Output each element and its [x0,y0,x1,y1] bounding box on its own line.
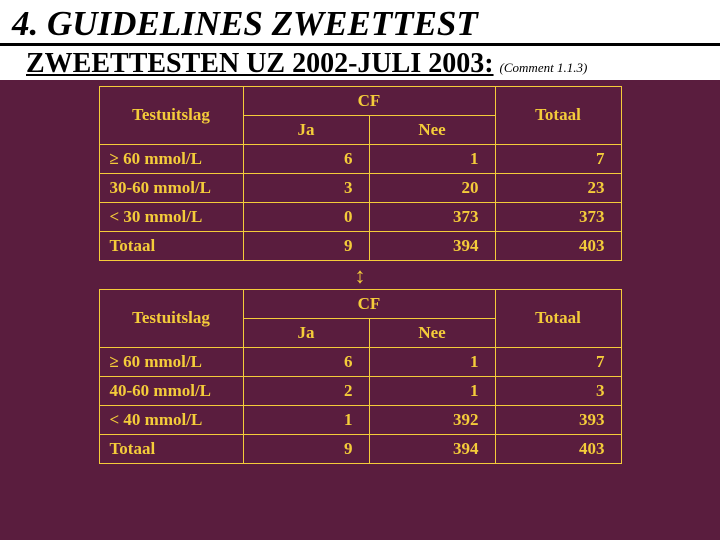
t2-r0-ja: 6 [243,347,369,376]
t2-r1-tot: 3 [495,376,621,405]
t2-h-left: Testuitslag [99,289,243,347]
t1-r2-ja: 0 [243,202,369,231]
t2-r2-nee: 392 [369,405,495,434]
t1-r1-label: 30-60 mmol/L [99,173,243,202]
t1-r0-label: ≥ 60 mmol/L [99,144,243,173]
t1-r2-tot: 373 [495,202,621,231]
t2-r0-nee: 1 [369,347,495,376]
t1-r0-tot: 7 [495,144,621,173]
t2-r3-ja: 9 [243,434,369,463]
t1-r3-ja: 9 [243,231,369,260]
t1-r2-nee: 373 [369,202,495,231]
subtitle-row: ZWEETTESTEN UZ 2002-JULI 2003: (Comment … [0,46,720,80]
slide-subtitle: ZWEETTESTEN UZ 2002-JULI 2003: [26,48,494,80]
t1-r3-label: Totaal [99,231,243,260]
t2-h-cf: CF [243,289,495,318]
table-2: Testuitslag CF Totaal Ja Nee ≥ 60 mmol/L… [99,289,622,464]
t1-r0-nee: 1 [369,144,495,173]
table-row: 30-60 mmol/L 3 20 23 [99,173,621,202]
t1-r1-nee: 20 [369,173,495,202]
table-row: < 30 mmol/L 0 373 373 [99,202,621,231]
t2-h-ja: Ja [243,318,369,347]
t1-r2-label: < 30 mmol/L [99,202,243,231]
t1-r3-tot: 403 [495,231,621,260]
t2-r1-label: 40-60 mmol/L [99,376,243,405]
t2-r2-ja: 1 [243,405,369,434]
t1-r3-nee: 394 [369,231,495,260]
t2-r3-label: Totaal [99,434,243,463]
t2-r0-tot: 7 [495,347,621,376]
t1-h-tot: Totaal [495,86,621,144]
t1-h-cf: CF [243,86,495,115]
t1-r1-ja: 3 [243,173,369,202]
t2-r3-nee: 394 [369,434,495,463]
t2-r2-label: < 40 mmol/L [99,405,243,434]
t2-r1-ja: 2 [243,376,369,405]
t2-r1-nee: 1 [369,376,495,405]
t1-h-ja: Ja [243,115,369,144]
table-row: < 40 mmol/L 1 392 393 [99,405,621,434]
comment-label: (Comment 1.1.3) [500,60,588,76]
t2-r2-tot: 393 [495,405,621,434]
t2-h-nee: Nee [369,318,495,347]
table-row: 40-60 mmol/L 2 1 3 [99,376,621,405]
table-row: Totaal 9 394 403 [99,231,621,260]
table-row: ≥ 60 mmol/L 6 1 7 [99,347,621,376]
t1-r1-tot: 23 [495,173,621,202]
table-1: Testuitslag CF Totaal Ja Nee ≥ 60 mmol/L… [99,86,622,261]
t1-h-nee: Nee [369,115,495,144]
content-area: Testuitslag CF Totaal Ja Nee ≥ 60 mmol/L… [0,80,720,540]
t1-r0-ja: 6 [243,144,369,173]
t1-h-left: Testuitslag [99,86,243,144]
table-row: ≥ 60 mmol/L 6 1 7 [99,144,621,173]
updown-arrow-icon: ↕ [355,265,366,287]
t2-h-tot: Totaal [495,289,621,347]
t2-r3-tot: 403 [495,434,621,463]
table-row: Totaal 9 394 403 [99,434,621,463]
t2-r0-label: ≥ 60 mmol/L [99,347,243,376]
slide-title: 4. GUIDELINES ZWEETTEST [0,0,720,46]
